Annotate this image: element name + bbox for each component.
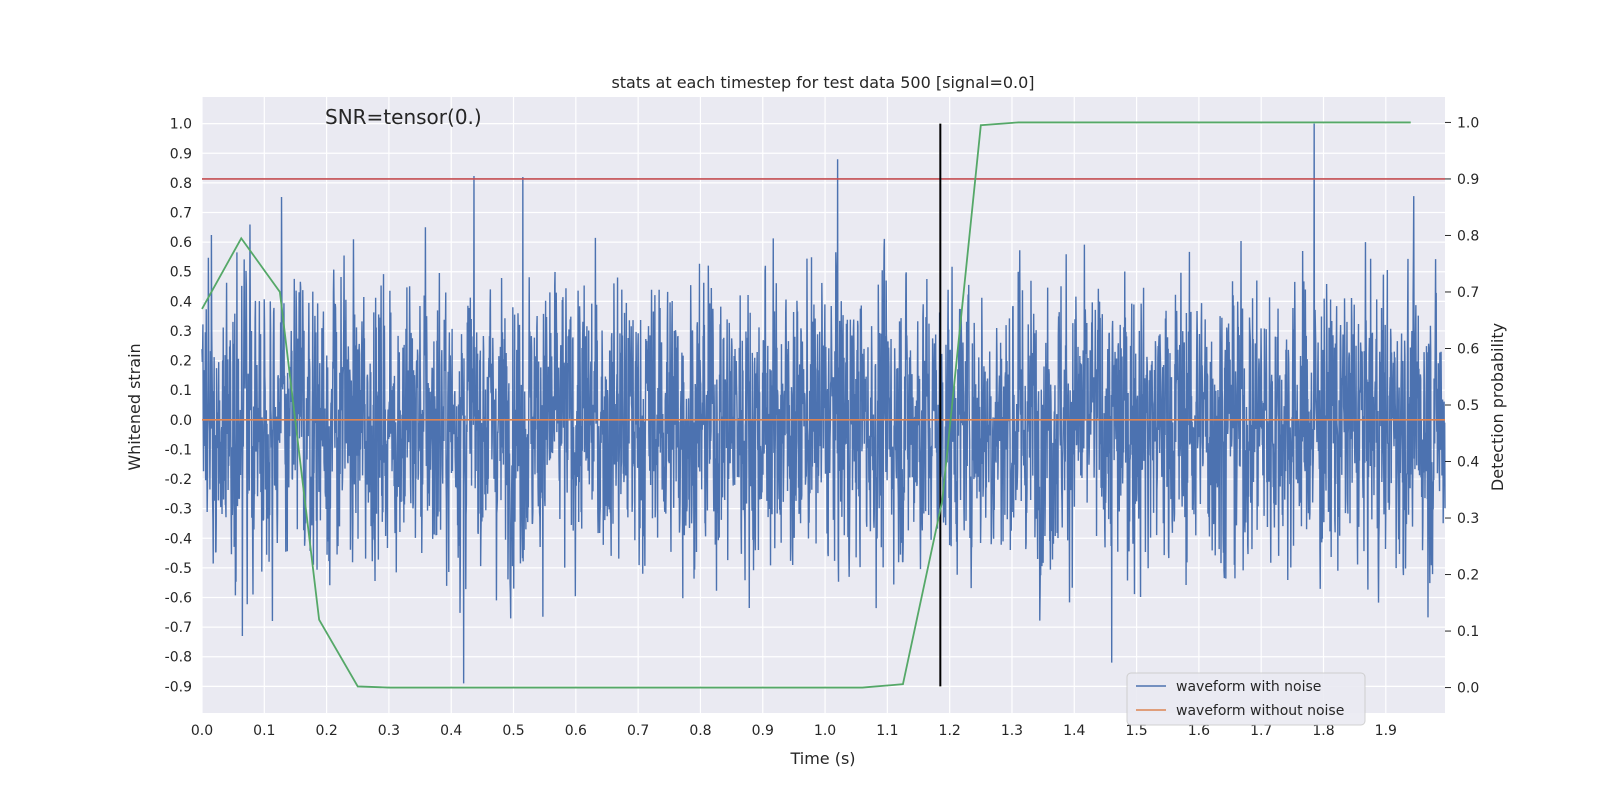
y-tick-label: 1.0 bbox=[170, 117, 192, 133]
snr-annotation: SNR=tensor(0.) bbox=[325, 105, 482, 129]
y-tick-label: 0.0 bbox=[170, 413, 192, 429]
legend: waveform with noise waveform without noi… bbox=[1126, 672, 1366, 726]
y-tick-label: -0.9 bbox=[165, 679, 192, 695]
series-noisy-waveform bbox=[201, 123, 1446, 684]
y-tick-label: -0.3 bbox=[165, 502, 192, 518]
y-tick-label: 0.7 bbox=[170, 206, 192, 222]
x-tick-label: 1.9 bbox=[1375, 723, 1397, 739]
y-tick-label: 0.4 bbox=[170, 294, 192, 310]
x-tick-label: 1.0 bbox=[814, 723, 836, 739]
y2-tick-label: 1.0 bbox=[1457, 115, 1479, 131]
x-tick-label: 1.5 bbox=[1125, 723, 1147, 739]
series-detection-probability bbox=[201, 121, 1411, 689]
y2-tick-label: 0.6 bbox=[1457, 341, 1479, 357]
x-axis-label: Time (s) bbox=[789, 749, 855, 768]
legend-label-clean: waveform without noise bbox=[1176, 703, 1344, 719]
y-tick-label: -0.4 bbox=[165, 531, 192, 547]
x-tick-label: 1.3 bbox=[1001, 723, 1023, 739]
legend-label-noisy: waveform with noise bbox=[1176, 679, 1321, 695]
x-tick-label: 1.4 bbox=[1063, 723, 1085, 739]
y2-tick-label: 0.1 bbox=[1457, 624, 1479, 640]
x-tick-label: 0.8 bbox=[689, 723, 711, 739]
x-tick-label: 1.6 bbox=[1188, 723, 1210, 739]
x-tick-label: 1.1 bbox=[876, 723, 898, 739]
x-tick-label: 0.0 bbox=[191, 723, 213, 739]
y-tick-label: 0.2 bbox=[170, 354, 192, 370]
x-tick-label: 0.2 bbox=[315, 723, 337, 739]
x-tick-label: 0.4 bbox=[440, 723, 462, 739]
y2-tick-label: 0.2 bbox=[1457, 568, 1479, 584]
y-tick-label: 0.6 bbox=[170, 235, 192, 251]
x-tick-label: 1.2 bbox=[939, 723, 961, 739]
legend-box bbox=[1126, 672, 1366, 726]
x-tick-label: 1.7 bbox=[1250, 723, 1272, 739]
y-axis-label: Whitened strain bbox=[125, 343, 144, 470]
x-tick-label: 0.9 bbox=[752, 723, 774, 739]
x-tick-label: 0.3 bbox=[378, 723, 400, 739]
x-tick-label: 0.1 bbox=[253, 723, 275, 739]
chart-title: stats at each timestep for test data 500… bbox=[611, 73, 1034, 92]
y-ticks: 1.0 0.9 0.8 0.7 0.6 0.5 0.4 0.3 0.2 0.1 0.0 -0.1 -0.… bbox=[165, 117, 192, 696]
probability-line bbox=[201, 121, 1411, 689]
y2-axis-label: Detection probability bbox=[1488, 323, 1507, 491]
y2-tick-label: 0.0 bbox=[1457, 681, 1479, 697]
y2-tick-label: 0.7 bbox=[1457, 285, 1479, 301]
x-tick-label: 0.5 bbox=[502, 723, 524, 739]
y-tick-label: -0.6 bbox=[165, 591, 192, 607]
y-tick-label: 0.9 bbox=[170, 146, 192, 162]
y2-ticks: 1.0 0.9 0.8 0.7 0.6 0.5 0.4 0.3 0.2 0.1 0.0 bbox=[1445, 115, 1479, 697]
y-tick-label: 0.8 bbox=[170, 176, 192, 192]
y-tick-label: 0.1 bbox=[170, 383, 192, 399]
y-tick-label: 0.5 bbox=[170, 265, 192, 281]
y2-tick-label: 0.8 bbox=[1457, 228, 1479, 244]
x-tick-label: 0.6 bbox=[565, 723, 587, 739]
x-ticks: 0.0 0.1 0.2 0.3 0.4 0.5 0.6 0.7 0.8 0.9 1.0 1.1 1.2 1… bbox=[191, 723, 1397, 739]
y2-tick-label: 0.5 bbox=[1457, 398, 1479, 414]
y2-tick-label: 0.3 bbox=[1457, 511, 1479, 527]
y-tick-label: -0.2 bbox=[165, 472, 192, 488]
x-tick-label: 1.8 bbox=[1312, 723, 1334, 739]
y2-tick-label: 0.9 bbox=[1457, 172, 1479, 188]
y2-tick-label: 0.4 bbox=[1457, 455, 1479, 471]
x-tick-label: 0.7 bbox=[627, 723, 649, 739]
y-tick-label: -0.7 bbox=[165, 620, 192, 636]
y-tick-label: 0.3 bbox=[170, 324, 192, 340]
noisy-waveform-line bbox=[201, 123, 1446, 684]
y-tick-label: -0.8 bbox=[165, 650, 192, 666]
y-tick-label: -0.5 bbox=[165, 561, 192, 577]
y-tick-label: -0.1 bbox=[165, 442, 192, 458]
